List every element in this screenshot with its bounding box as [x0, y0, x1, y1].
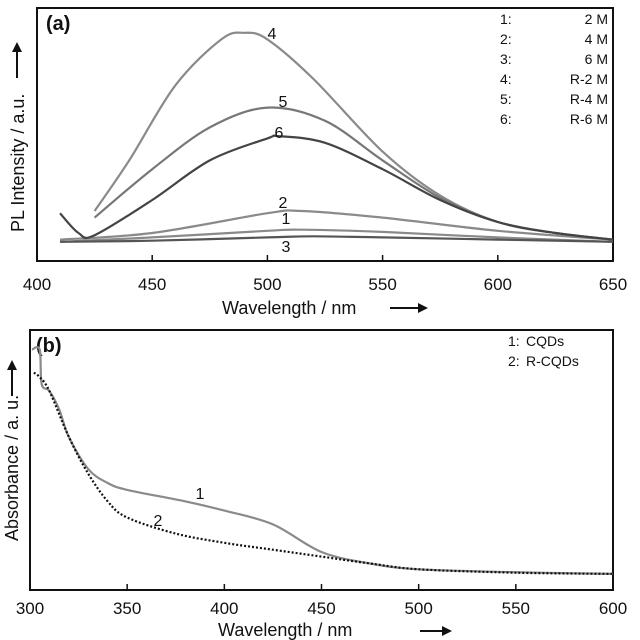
panel-b-label: (b) [36, 335, 62, 357]
curve-label: 2 [279, 195, 288, 212]
series-line-4 [93, 31, 614, 241]
panel-a: (a) 400 450 500 550 600 650 4 5 6 21 3 1: 2 M 2: 4 M… [8, 7, 627, 318]
panel-a-y-arrow [12, 42, 22, 78]
x-tick-label: 350 [113, 599, 141, 618]
legend-entry: 4 M [585, 31, 608, 47]
curve-label: 5 [279, 94, 288, 111]
panel-a-label: (a) [46, 13, 70, 35]
series-line-6 [59, 134, 614, 241]
legend-entry: R-CQDs [526, 353, 579, 369]
legend-entry: R-2 M [570, 71, 608, 87]
panel-b-y-arrow [7, 360, 17, 396]
x-tick-label: 300 [16, 599, 44, 618]
curve-label: 4 [268, 26, 277, 43]
curve-label: 1 [282, 211, 291, 228]
x-tick-label: 550 [368, 275, 396, 294]
panel-b-x-arrow [420, 626, 452, 636]
x-tick-label: 600 [599, 599, 627, 618]
panel-b-series [31, 345, 614, 575]
legend-number: 2: [508, 353, 520, 369]
panel-a-y-axis-label: PL Intensity / a.u. [8, 94, 28, 232]
x-tick-label: 450 [138, 275, 166, 294]
x-tick-label: 400 [23, 275, 51, 294]
x-tick-label: 500 [404, 599, 432, 618]
legend-number: 4: [500, 71, 512, 87]
legend-entry: 2 M [585, 11, 608, 27]
series-line-1 [59, 228, 614, 243]
panel-b-x-ticks: 300 350 400 450 500 550 600 [16, 584, 627, 618]
series-line-1 [31, 345, 614, 575]
legend-number: 1: [508, 333, 520, 349]
panel-b-curve-labels: 12 [154, 486, 205, 530]
legend-entry: R-4 M [570, 91, 608, 107]
panel-b-y-axis-label: Absorbance / a. u. [2, 395, 22, 541]
legend-entry: 6 M [585, 51, 608, 67]
panel-b-legend: 1: CQDs 2: R-CQDs [508, 333, 579, 369]
curve-label: 6 [275, 125, 284, 142]
x-tick-label: 500 [253, 275, 281, 294]
series-line-2 [33, 371, 614, 575]
curve-label: 1 [196, 486, 205, 503]
panel-a-x-arrow [390, 303, 428, 313]
legend-number: 5: [500, 91, 512, 107]
legend-entry: R-6 M [570, 111, 608, 127]
x-tick-label: 550 [502, 599, 530, 618]
x-tick-label: 450 [307, 599, 335, 618]
legend-number: 2: [500, 31, 512, 47]
legend-number: 6: [500, 111, 512, 127]
panel-a-frame [36, 7, 614, 262]
panel-a-legend: 1: 2 M 2: 4 M 3: 6 M 4: R-2 M 5: R-4 M 6: R-6 M [500, 11, 608, 127]
curve-label: 2 [154, 513, 163, 530]
panel-a-curve-labels: 4 5 6 21 3 [268, 26, 291, 256]
series-line-5 [93, 106, 614, 241]
legend-number: 3: [500, 51, 512, 67]
x-tick-label: 600 [484, 275, 512, 294]
series-line-3 [59, 235, 614, 243]
x-tick-label: 650 [599, 275, 627, 294]
legend-entry: CQDs [526, 333, 564, 349]
panel-b-x-axis-label: Wavelength / nm [218, 620, 352, 640]
series-line-2 [59, 209, 614, 241]
panel-a-x-axis-label: Wavelength / nm [222, 298, 356, 318]
panel-a-x-ticks: 400 450 500 550 600 650 [23, 255, 627, 294]
curve-label: 3 [282, 239, 291, 256]
panel-a-series [59, 31, 614, 243]
x-tick-label: 400 [210, 599, 238, 618]
legend-number: 1: [500, 11, 512, 27]
